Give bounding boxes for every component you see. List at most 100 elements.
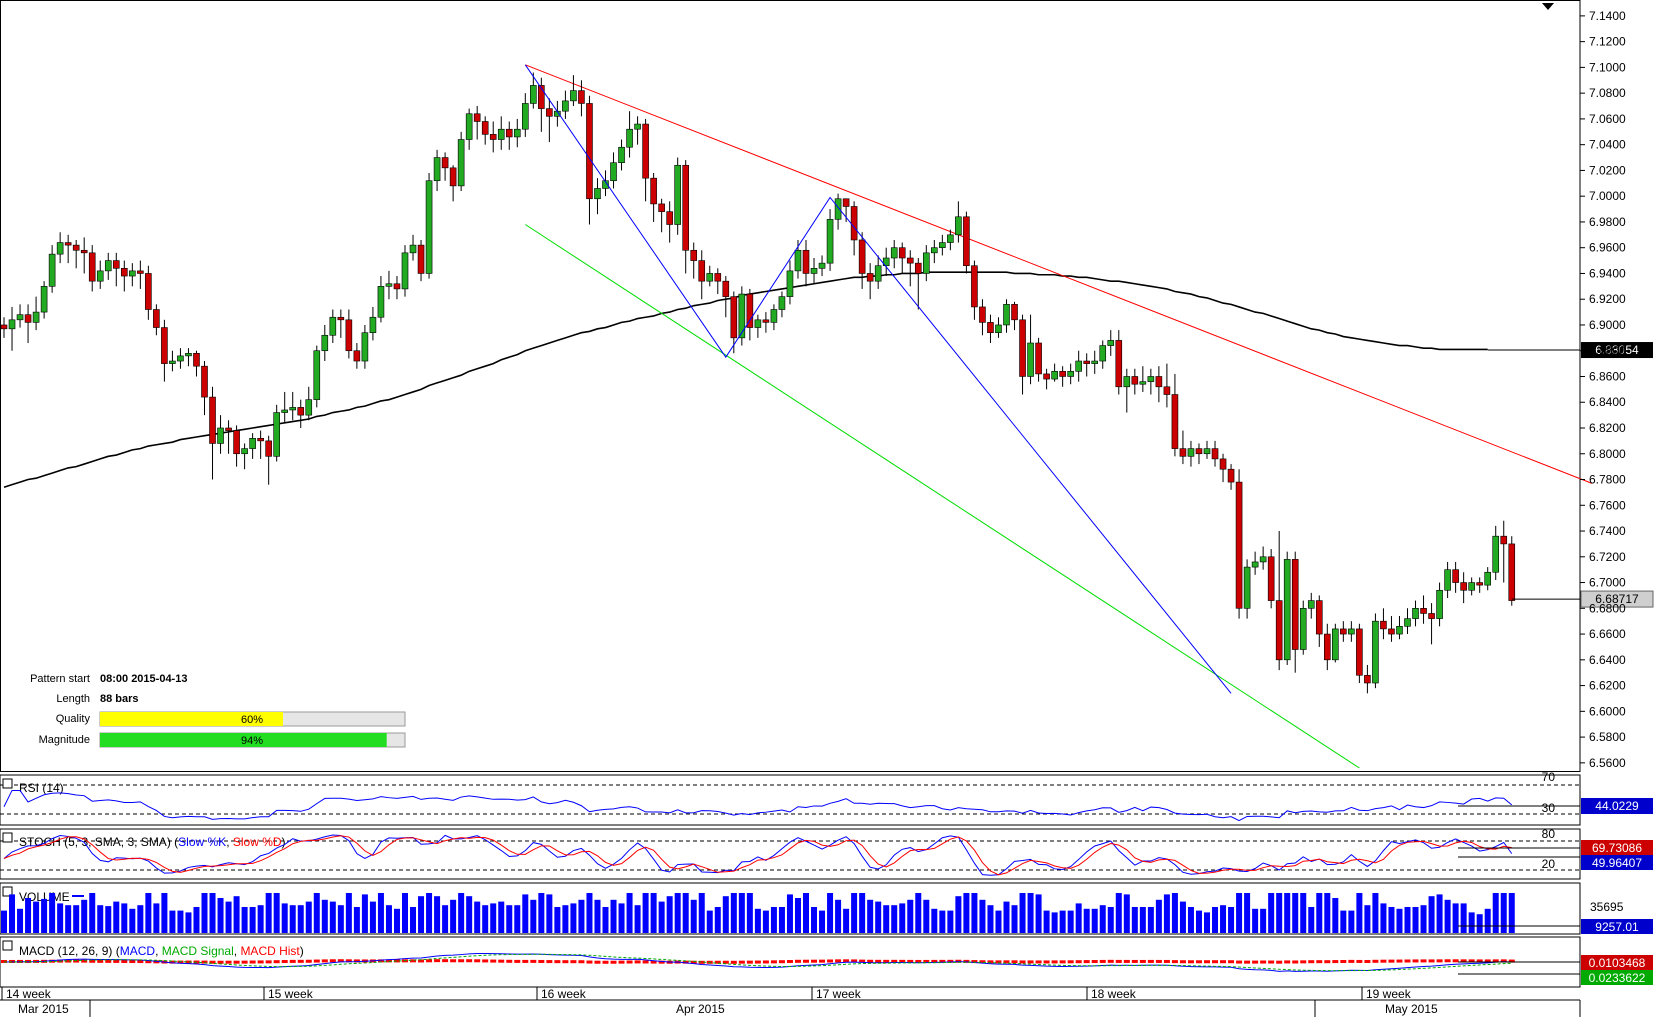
stoch-k-line xyxy=(3,834,1513,876)
macd-toggle-checkbox[interactable] xyxy=(2,940,13,951)
volume-toggle-checkbox[interactable] xyxy=(2,886,13,897)
macd-hist-bar xyxy=(658,960,665,964)
macd-signal-badge xyxy=(1581,970,1653,985)
macd-hist-bar xyxy=(883,959,890,963)
volume-bar xyxy=(65,905,72,933)
candle-body xyxy=(104,260,112,272)
candle-body xyxy=(1444,569,1451,591)
candle-body xyxy=(225,427,232,431)
volume-bar xyxy=(538,893,545,933)
macd-hist-bar xyxy=(201,960,208,964)
volume-bar xyxy=(883,905,890,933)
volume-bar xyxy=(754,908,761,933)
macd-hist-bar xyxy=(1436,959,1443,963)
volume-bar xyxy=(1075,903,1082,933)
candle-body xyxy=(465,113,473,140)
volume-bar xyxy=(1292,893,1299,933)
candle-body xyxy=(1027,342,1034,377)
macd-hist-bar xyxy=(1500,959,1507,963)
volume-bar xyxy=(81,899,88,933)
candle-body xyxy=(233,430,240,455)
volume-bar xyxy=(891,905,898,933)
y-tick-label: 6.6400 xyxy=(1589,653,1626,667)
macd-hist-bar xyxy=(514,959,521,963)
volume-bar xyxy=(1260,908,1267,933)
macd-hist-bar xyxy=(385,959,392,963)
volume-panel: VOLUME 35695 9257.01 xyxy=(0,882,1653,935)
ma-value-badge xyxy=(1581,342,1653,359)
macd-hist-bar xyxy=(442,959,449,963)
rsi-toggle-checkbox[interactable] xyxy=(2,778,13,789)
macd-hist-bar xyxy=(1404,959,1411,963)
macd-hist-bar xyxy=(1340,959,1347,963)
candle-body xyxy=(578,90,585,104)
candle-body xyxy=(1508,543,1516,601)
macd-hist-bar xyxy=(1420,959,1427,963)
pattern-start-value: 08:00 2015-04-13 xyxy=(100,673,187,685)
volume-bar xyxy=(907,899,914,933)
candle-body xyxy=(137,270,144,274)
macd-hist-bar xyxy=(506,959,513,963)
volume-bar xyxy=(1059,910,1066,933)
volume-bar xyxy=(137,905,144,933)
volume-bar xyxy=(113,901,120,933)
candle-body xyxy=(730,296,738,339)
candle-body xyxy=(513,128,521,138)
candle-body xyxy=(153,309,160,328)
macd-hist-bar xyxy=(811,959,818,963)
candle-body xyxy=(1219,458,1227,470)
macd-hist-bar xyxy=(1027,960,1034,964)
macd-hist-bar xyxy=(1131,959,1138,963)
volume-bar xyxy=(730,893,737,933)
candle-body xyxy=(273,412,280,457)
volume-bar xyxy=(1420,905,1427,933)
macd-hist-bar xyxy=(1155,959,1162,963)
candle-body xyxy=(738,293,746,339)
y-tick-label: 6.9800 xyxy=(1589,215,1626,229)
candle-body xyxy=(313,350,321,400)
volume-bar xyxy=(89,893,96,933)
candle-body xyxy=(642,123,649,179)
volume-bar xyxy=(1492,893,1499,933)
rsi-level-30-label: 30 xyxy=(1542,801,1556,815)
candle-body xyxy=(385,283,393,287)
volume-bar xyxy=(1324,893,1331,933)
candle-body xyxy=(1291,559,1299,650)
stoch-toggle-checkbox[interactable] xyxy=(2,832,13,843)
candle-body xyxy=(1043,373,1050,380)
y-tick-label: 6.8400 xyxy=(1589,395,1626,409)
volume-bar xyxy=(843,908,850,933)
volume-bar xyxy=(442,905,449,933)
y-tick-label: 7.1000 xyxy=(1589,60,1626,74)
candle-body xyxy=(1332,628,1339,661)
candle-body xyxy=(666,211,673,225)
candle-body xyxy=(1275,600,1283,661)
moving-average: 6.88054 xyxy=(3,271,1653,489)
volume-bar xyxy=(1019,893,1026,933)
macd-hist-bar xyxy=(947,959,954,963)
candle-body xyxy=(425,180,433,274)
volume-bar xyxy=(971,893,978,933)
macd-hist-bar xyxy=(353,959,360,963)
scroll-arrow-icon xyxy=(1542,3,1554,10)
macd-hist-bar xyxy=(610,960,617,964)
volume-bar xyxy=(337,905,344,933)
volume-bar xyxy=(706,910,713,933)
macd-hist-bar xyxy=(1428,959,1435,963)
candle-body xyxy=(201,365,208,398)
candle-body xyxy=(121,268,128,277)
lower-trendline xyxy=(525,224,1360,769)
candle-body xyxy=(1436,589,1443,619)
volume-bar xyxy=(129,908,136,933)
volume-bar xyxy=(289,905,296,933)
y-tick-label: 6.6800 xyxy=(1589,601,1626,615)
macd-hist-bar xyxy=(875,959,882,963)
macd-hist-bar xyxy=(1204,960,1210,964)
macd-hist-bar xyxy=(249,960,256,964)
week-label: 19 week xyxy=(1366,987,1412,1001)
y-tick-label: 6.8800 xyxy=(1589,344,1626,358)
macd-hist-bar xyxy=(634,960,641,964)
macd-hist-bar xyxy=(121,959,128,963)
macd-hist-bar xyxy=(1372,959,1379,963)
volume-bar xyxy=(1340,910,1347,933)
